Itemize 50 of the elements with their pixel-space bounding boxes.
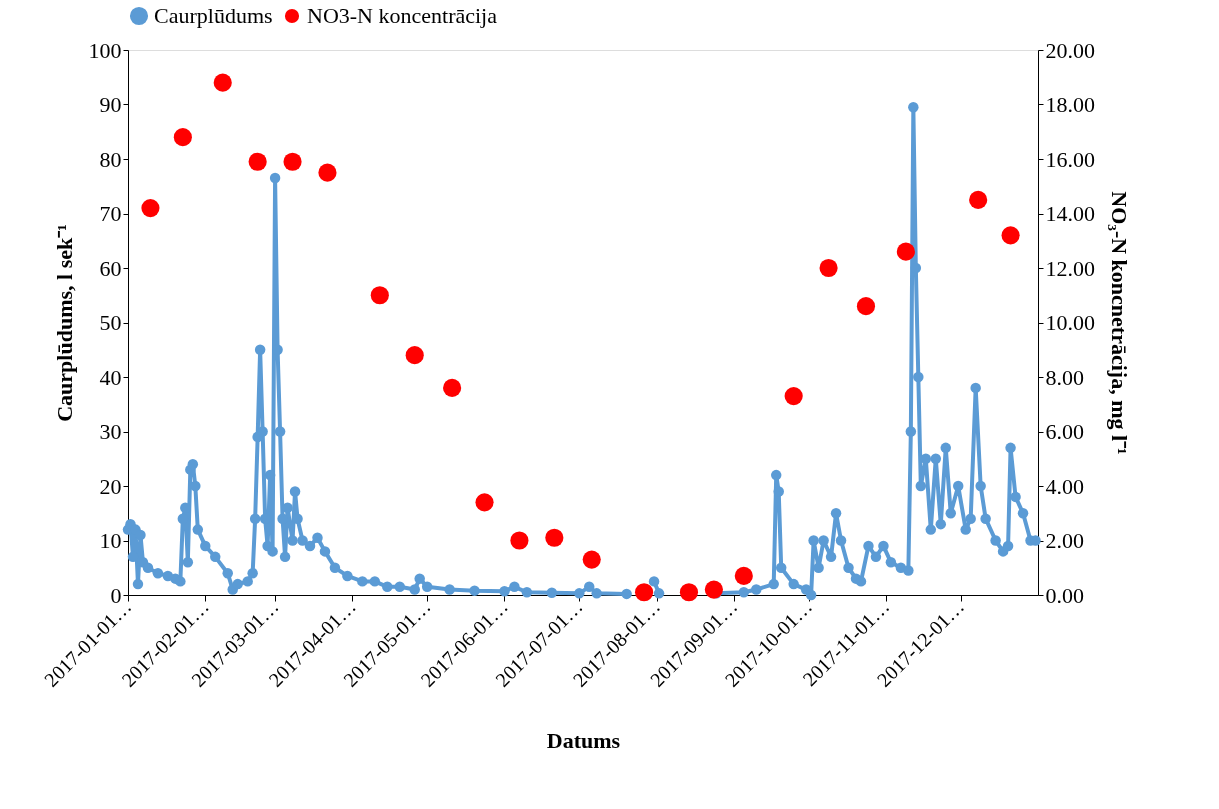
y2-tick-label: 8.00: [1045, 364, 1084, 390]
point: [679, 583, 699, 602]
x-axis-title: Datums: [546, 727, 621, 753]
point: [173, 128, 192, 147]
point: [1001, 226, 1020, 245]
point: [969, 190, 988, 209]
point: [475, 493, 494, 512]
point: [443, 378, 462, 397]
legend-label: Caurplūdums: [154, 3, 273, 28]
y2-tick-label: 10.00: [1045, 310, 1095, 335]
point: [545, 528, 564, 547]
y-tick-label: 10: [99, 528, 122, 553]
y-tick-label: 70: [99, 201, 122, 226]
point: [283, 152, 302, 171]
y-tick-label: 20: [99, 473, 122, 499]
y-tick-label: 80: [99, 146, 122, 172]
point: [141, 198, 160, 218]
point: [318, 163, 337, 182]
point: [213, 73, 232, 92]
y-tick-label: 90: [99, 92, 122, 117]
y2-tick-label: 18.00: [1045, 92, 1095, 117]
y-tick-label: 50: [99, 310, 122, 335]
point: [856, 297, 876, 316]
point: [896, 242, 915, 261]
point: [784, 387, 803, 406]
y2-tick-label: 20.00: [1045, 37, 1095, 63]
y2-tick-label: 2.00: [1045, 528, 1084, 553]
point: [819, 258, 838, 278]
legend-label: NO3-N koncentrācija: [307, 3, 498, 28]
y-tick-label: 30: [99, 419, 122, 444]
point: [734, 566, 753, 585]
y2-tick-label: 12.00: [1045, 255, 1095, 281]
point: [635, 583, 654, 602]
point: [704, 580, 723, 599]
y2-tick-label: 16.00: [1045, 146, 1095, 172]
point: [405, 346, 424, 365]
point: [370, 286, 389, 305]
y-tick-label: 40: [99, 364, 122, 390]
y-tick-label: 0: [110, 582, 122, 608]
y2-tick-label: 14.00: [1045, 201, 1095, 226]
y-tick-label: 60: [99, 255, 122, 281]
y2-tick-label: 6.00: [1045, 419, 1084, 444]
y2-tick-label: 0.00: [1045, 582, 1084, 608]
y-axis-title: Caurplūdums, l sek⁻¹: [51, 224, 77, 422]
y2-axis-title: NO₃-N koncnetrācija, mg l⁻¹: [1107, 191, 1132, 455]
point: [248, 152, 267, 171]
point: [510, 531, 529, 550]
y2-tick-label: 4.00: [1045, 473, 1084, 499]
point: [582, 550, 601, 569]
y-tick-label: 100: [88, 37, 122, 63]
